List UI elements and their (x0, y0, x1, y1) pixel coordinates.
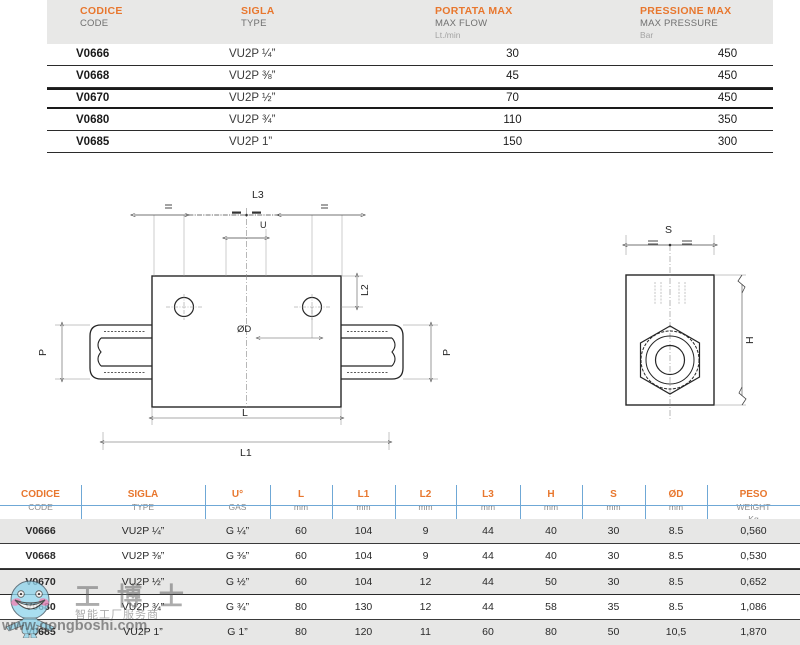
svg-text:S: S (665, 224, 672, 236)
svg-text:L: L (242, 407, 248, 419)
svg-text:L3: L3 (252, 189, 264, 201)
svg-text:P: P (441, 349, 453, 356)
svg-text:P: P (37, 349, 49, 356)
svg-text:H: H (744, 336, 756, 344)
svg-text:ØD: ØD (237, 324, 251, 335)
svg-text:L1: L1 (240, 447, 252, 459)
svg-text:L2: L2 (359, 284, 371, 296)
svg-text:U: U (260, 220, 267, 230)
